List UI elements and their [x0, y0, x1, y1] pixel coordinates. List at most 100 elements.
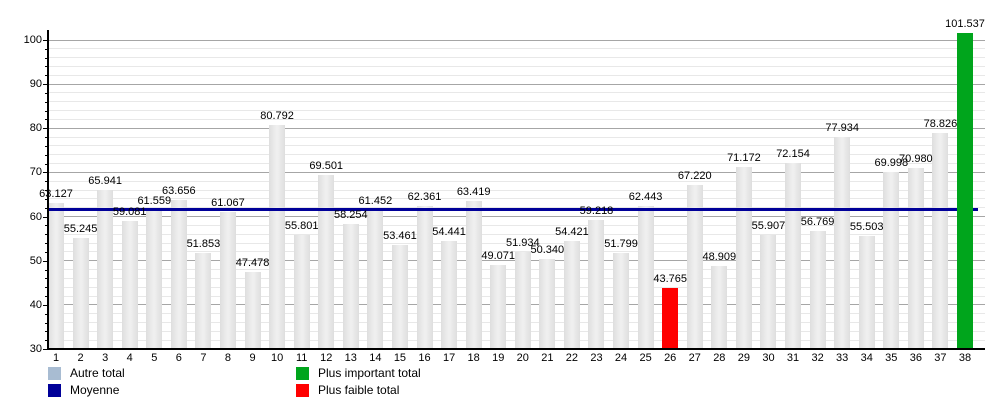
- gridline-minor: [48, 189, 985, 191]
- gridline-minor: [48, 242, 985, 244]
- bar: [588, 220, 605, 349]
- x-axis-tick-label: 25: [639, 352, 652, 364]
- bar-value-label: 47.478: [235, 256, 270, 269]
- y-minor-tick: [45, 234, 48, 236]
- gridline-minor: [48, 110, 985, 112]
- bar-value-label: 61.559: [137, 194, 172, 207]
- bar-value-label: 61.067: [211, 196, 245, 209]
- gridline-minor: [48, 251, 985, 253]
- bar-value-label: 72.154: [776, 147, 810, 160]
- legend-label-autre-total: Autre total: [70, 366, 125, 380]
- bar: [883, 172, 900, 349]
- bar: [539, 259, 556, 349]
- legend-swatch-plus-faible-total-icon: [296, 383, 309, 397]
- gridline-minor: [48, 92, 985, 94]
- x-axis-tick-label: 24: [614, 352, 628, 364]
- bar: [858, 236, 875, 349]
- bar-value-label: 63.656: [162, 185, 196, 198]
- y-minor-tick: [45, 48, 48, 50]
- y-minor-tick: [45, 207, 48, 209]
- y-major-tick: [43, 349, 48, 350]
- y-axis-tick-label: 70: [29, 166, 42, 179]
- bar: [834, 137, 851, 349]
- bar-value-label: 77.934: [825, 122, 859, 135]
- bar-value-label: 61.452: [358, 195, 393, 208]
- bar-value-label: 69.501: [309, 159, 344, 172]
- x-axis-tick-label: 26: [664, 352, 677, 364]
- bar: [613, 252, 630, 349]
- y-minor-tick: [45, 92, 48, 94]
- gridline-minor: [48, 136, 985, 138]
- gridline-minor: [48, 154, 985, 156]
- bar-value-label: 54.421: [555, 226, 589, 239]
- y-major-tick: [43, 172, 48, 174]
- bar-value-label: 55.801: [284, 220, 319, 233]
- legend-label-plus-important-total: Plus important total: [318, 366, 421, 380]
- legend-swatch-plus-important-total-icon: [296, 366, 309, 380]
- y-minor-tick: [45, 163, 48, 165]
- bar: [760, 234, 777, 349]
- bar: [711, 265, 728, 349]
- y-minor-tick: [45, 198, 48, 200]
- y-axis-line: [47, 30, 49, 350]
- y-minor-tick: [45, 287, 48, 289]
- bar-value-label: 53.461: [383, 230, 417, 243]
- bar-value-label: 63.127: [39, 187, 73, 200]
- bar-value-label: 43.765: [653, 273, 688, 286]
- bar: [907, 168, 924, 349]
- bar-value-label: 54.441: [432, 226, 466, 239]
- bar: [785, 162, 802, 349]
- bar-value-label: 55.503: [849, 221, 884, 234]
- x-axis-tick-label: 14: [369, 352, 382, 364]
- bar: [465, 201, 482, 349]
- y-minor-tick: [45, 101, 48, 103]
- bar: [391, 245, 408, 349]
- gridline-minor: [48, 207, 985, 209]
- gridline-minor: [48, 233, 985, 235]
- gridline-minor: [48, 118, 985, 120]
- y-axis-tick-label: 90: [29, 78, 42, 91]
- x-axis-tick-label: 19: [492, 352, 505, 364]
- bar-value-label: 51.799: [604, 237, 638, 250]
- y-major-tick: [43, 40, 48, 41]
- bar: [416, 206, 433, 349]
- x-axis-tick-label: 3: [102, 352, 109, 364]
- x-axis-tick-label: 9: [249, 352, 256, 364]
- bar: [318, 174, 335, 349]
- x-axis-tick-label: 13: [344, 352, 357, 364]
- bar-value-label: 50.340: [530, 244, 565, 257]
- bar: [735, 167, 752, 349]
- y-major-tick: [43, 304, 48, 306]
- gridline-minor: [48, 48, 985, 50]
- bar-value-label: 62.361: [407, 191, 442, 204]
- y-minor-tick: [45, 190, 48, 192]
- x-axis-tick-label: 10: [270, 352, 284, 364]
- x-axis-tick-label: 12: [320, 352, 333, 364]
- bar-value-label: 48.909: [702, 250, 737, 263]
- bar-value-label: 101.537: [945, 18, 985, 31]
- gridline-major: [48, 83, 985, 85]
- legend-label-moyenne: Moyenne: [70, 383, 120, 397]
- gridline-minor: [48, 74, 985, 76]
- legend-item-plus-important-total: Plus important total: [296, 366, 421, 380]
- x-axis-tick-label: 20: [516, 352, 529, 364]
- x-axis-tick-label: 35: [885, 352, 898, 364]
- x-axis-tick-label: 23: [590, 352, 603, 364]
- y-minor-tick: [45, 137, 48, 139]
- y-minor-tick: [45, 340, 48, 342]
- y-axis-tick-label: 40: [29, 298, 42, 311]
- bar: [514, 252, 531, 349]
- y-minor-tick: [45, 145, 48, 147]
- y-major-tick: [43, 128, 48, 130]
- bar-value-label: 70.980: [899, 153, 933, 166]
- y-minor-tick: [45, 119, 48, 121]
- bar-value-label: 59.081: [112, 205, 147, 218]
- bar: [121, 220, 138, 349]
- y-minor-tick: [45, 322, 48, 324]
- bar: [244, 271, 261, 349]
- y-minor-tick: [45, 57, 48, 59]
- legend-swatch-autre-total-icon: [48, 366, 61, 380]
- bar-value-label: 78.826: [923, 118, 958, 131]
- y-minor-tick: [45, 269, 48, 271]
- x-axis-tick-label: 27: [688, 352, 701, 364]
